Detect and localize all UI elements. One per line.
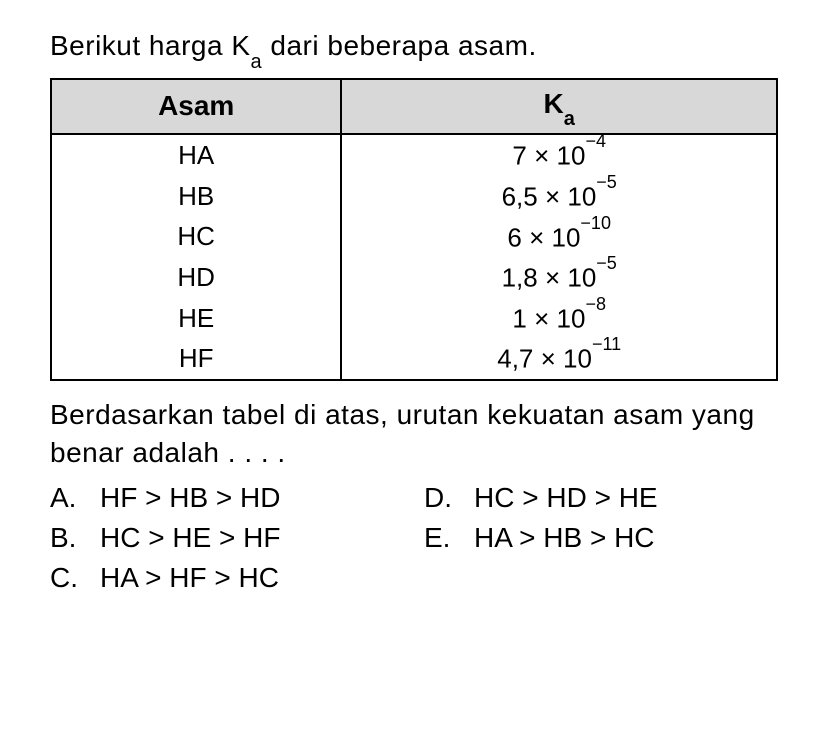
cell-asam: HD bbox=[51, 257, 341, 298]
option-c: C. HA > HF > HC bbox=[50, 562, 404, 594]
cell-asam: HB bbox=[51, 176, 341, 217]
options-container: A. HF > HB > HD D. HC > HD > HE B. HC > … bbox=[50, 482, 778, 594]
table-header-ka: Ka bbox=[341, 79, 777, 135]
ka-sub: a bbox=[564, 108, 575, 130]
table-row: HF 4,7 × 10−11 bbox=[51, 338, 777, 380]
option-b: B. HC > HE > HF bbox=[50, 522, 404, 554]
option-d: D. HC > HD > HE bbox=[424, 482, 778, 514]
option-text: HA > HF > HC bbox=[100, 562, 279, 594]
question-text: Berdasarkan tabel di atas, urutan kekuat… bbox=[50, 396, 778, 472]
intro-text: Berikut harga Ka dari beberapa asam. bbox=[50, 30, 778, 68]
intro-post: dari beberapa asam. bbox=[262, 30, 537, 61]
option-label: E. bbox=[424, 522, 454, 554]
option-label: A. bbox=[50, 482, 80, 514]
ka-label: K bbox=[544, 88, 564, 119]
table-row: HE 1 × 10−8 bbox=[51, 298, 777, 339]
option-text: HA > HB > HC bbox=[474, 522, 655, 554]
ka-table: Asam Ka HA 7 × 10−4 HB 6,5 × 10−5 HC 6 ×… bbox=[50, 78, 778, 382]
option-label: C. bbox=[50, 562, 80, 594]
cell-ka: 1 × 10−8 bbox=[341, 298, 777, 339]
option-text: HF > HB > HD bbox=[100, 482, 280, 514]
cell-ka: 6,5 × 10−5 bbox=[341, 176, 777, 217]
intro-sub: a bbox=[251, 51, 263, 73]
table-row: HD 1,8 × 10−5 bbox=[51, 257, 777, 298]
cell-asam: HF bbox=[51, 338, 341, 380]
cell-asam: HE bbox=[51, 298, 341, 339]
cell-ka: 6 × 10−10 bbox=[341, 217, 777, 258]
option-e: E. HA > HB > HC bbox=[424, 522, 778, 554]
cell-asam: HC bbox=[51, 217, 341, 258]
option-label: D. bbox=[424, 482, 454, 514]
table-row: HC 6 × 10−10 bbox=[51, 217, 777, 258]
cell-ka: 4,7 × 10−11 bbox=[341, 338, 777, 380]
table-header-asam: Asam bbox=[51, 79, 341, 135]
cell-asam: HA bbox=[51, 134, 341, 176]
cell-ka: 7 × 10−4 bbox=[341, 134, 777, 176]
intro-pre: Berikut harga K bbox=[50, 30, 251, 61]
option-label: B. bbox=[50, 522, 80, 554]
option-text: HC > HE > HF bbox=[100, 522, 280, 554]
table-row: HA 7 × 10−4 bbox=[51, 134, 777, 176]
cell-ka: 1,8 × 10−5 bbox=[341, 257, 777, 298]
option-a: A. HF > HB > HD bbox=[50, 482, 404, 514]
table-row: HB 6,5 × 10−5 bbox=[51, 176, 777, 217]
option-text: HC > HD > HE bbox=[474, 482, 658, 514]
table-body: HA 7 × 10−4 HB 6,5 × 10−5 HC 6 × 10−10 H… bbox=[51, 134, 777, 380]
